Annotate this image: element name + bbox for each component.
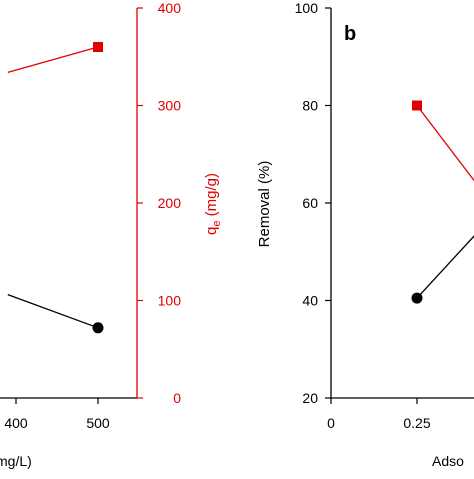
panel-a-right-y-tick-label: 400: [158, 0, 182, 16]
panel-b-square-marker: [412, 101, 422, 111]
panel-a-series-line: [8, 47, 98, 72]
panel-a-series-line: [8, 295, 98, 328]
panel-b-series: [412, 101, 474, 304]
panel-b-y-tick-label: 20: [302, 390, 318, 406]
panel-b-y-tick-label: 100: [295, 0, 319, 16]
panel-a-square-marker: [93, 42, 103, 52]
panel-b-label: b: [344, 23, 356, 45]
panel-b-series-line: [417, 231, 474, 298]
panel-a: 400 500 0 100 200 300 400 mg/L) qe (mg/g): [0, 0, 223, 469]
panel-b-circle-marker: [412, 293, 423, 304]
panel-b-y-tick-label: 80: [302, 98, 318, 114]
panel-a-right-y-tick-label: 300: [158, 98, 182, 114]
panel-b-y-tick-label: 60: [302, 195, 318, 211]
panel-a-x-axis-label: mg/L): [0, 453, 32, 469]
panel-a-x-tick-label: 500: [86, 415, 110, 431]
panel-a-x-ticks: 400 500: [4, 398, 110, 431]
panel-a-x-tick-label: 400: [4, 415, 28, 431]
panel-a-series: [8, 42, 104, 333]
panel-a-right-y-tick-label: 100: [158, 293, 182, 309]
panel-b-y-tick-label: 40: [302, 293, 318, 309]
panel-b-series-line: [417, 106, 474, 187]
panel-a-right-y-tick-label: 200: [158, 195, 182, 211]
panel-b-x-tick-label: 0: [327, 415, 335, 431]
panel-b-y-axis-label: Removal (%): [256, 161, 273, 248]
panel-a-circle-marker: [93, 322, 104, 333]
panel-b-x-axis-label: Adso: [432, 453, 464, 469]
panel-b-x-tick-label: 0.25: [403, 415, 430, 431]
panel-b-y-ticks: 20 40 60 80 100: [295, 0, 331, 406]
panel-a-right-axis-label: qe (mg/g): [203, 173, 223, 235]
panel-a-right-y-tick-label: 0: [173, 390, 181, 406]
panel-a-right-y-ticks: 0 100 200 300 400: [137, 0, 181, 406]
